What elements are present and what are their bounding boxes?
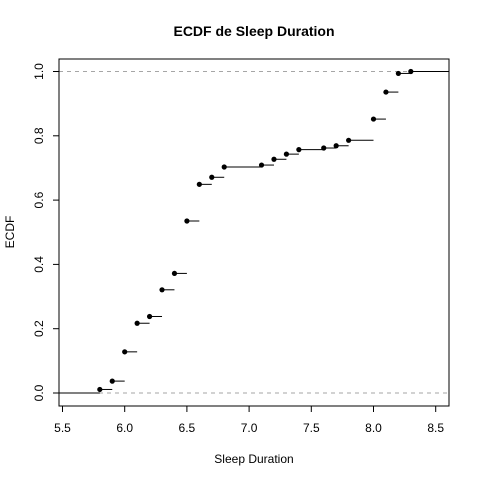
x-tick-label-3: 7.0 (241, 421, 258, 435)
y-tick-label-5: 1.0 (32, 63, 46, 80)
chart-title: ECDF de Sleep Duration (173, 23, 334, 39)
ecdf-point-19 (383, 89, 389, 95)
ecdf-point-5 (159, 287, 165, 293)
ecdf-point-1 (109, 378, 115, 384)
y-tick-label-3: 0.6 (32, 191, 46, 208)
ecdf-point-6 (171, 270, 178, 277)
ecdf-point-14 (296, 147, 302, 153)
reference-lines (59, 71, 449, 394)
ecdf-point-0 (97, 386, 103, 393)
y-axis-label: ECDF (3, 216, 17, 249)
ecdf-point-11 (258, 162, 265, 168)
ecdf-point-13 (283, 151, 290, 157)
x-tick-label-0: 5.5 (54, 421, 71, 435)
ecdf-point-21 (408, 68, 414, 75)
ecdf-point-18 (370, 116, 377, 122)
plot-frame (58, 58, 450, 407)
ecdf-steps (59, 71, 449, 394)
ecdf-point-17 (346, 137, 352, 143)
ecdf-point-8 (196, 181, 202, 187)
x-axis-label: Sleep Duration (214, 452, 293, 466)
y-tick-label-4: 0.8 (32, 127, 46, 144)
ecdf-point-3 (134, 320, 140, 326)
x-tick-label-5: 8.0 (365, 421, 382, 435)
ecdf-point-2 (122, 349, 128, 355)
x-axis: 5.5 6.0 6.5 7.0 7.5 8.0 8.5 (54, 406, 444, 435)
ecdf-point-20 (395, 70, 401, 77)
x-tick-label-6: 8.5 (427, 421, 444, 435)
y-tick-label-1: 0.2 (32, 320, 46, 337)
ecdf-point-16 (333, 143, 339, 149)
x-tick-label-4: 7.5 (303, 421, 320, 435)
ecdf-point-12 (271, 156, 277, 162)
ecdf-points (97, 68, 414, 393)
ecdf-point-10 (221, 164, 227, 170)
y-tick-label-2: 0.4 (32, 256, 46, 273)
x-tick-label-2: 6.5 (179, 421, 196, 435)
y-tick-label-0: 0.0 (32, 384, 46, 401)
x-tick-label-1: 6.0 (116, 421, 133, 435)
ecdf-point-4 (146, 313, 153, 320)
ecdf-point-9 (209, 174, 215, 180)
ecdf-point-7 (184, 218, 190, 224)
y-axis: 0.0 0.2 0.4 0.6 0.8 1.0 (32, 63, 59, 401)
ecdf-point-15 (321, 145, 327, 151)
